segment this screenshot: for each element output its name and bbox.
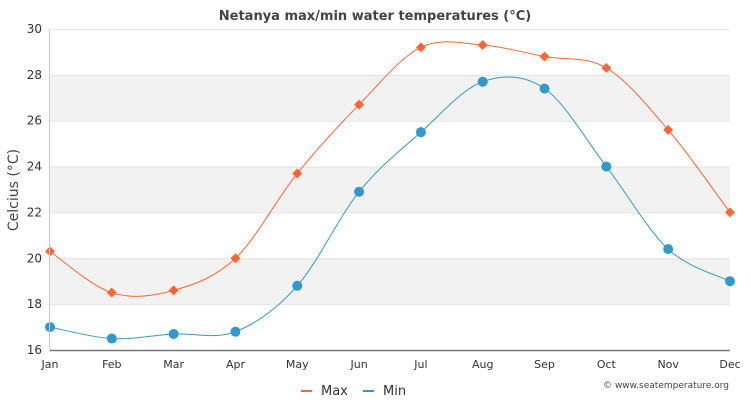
y-tick-label: 16	[27, 343, 42, 357]
legend-min-label: Min	[383, 384, 406, 399]
series-markers	[45, 40, 735, 344]
x-tick-label: Oct	[597, 358, 617, 371]
data-point-min	[477, 76, 488, 87]
data-point-max	[292, 168, 303, 179]
x-tick-label: Apr	[226, 358, 246, 371]
data-point-min	[354, 186, 365, 197]
x-tick-label: Feb	[102, 358, 121, 371]
data-point-max	[601, 62, 612, 73]
legend-item-max[interactable]: Max	[301, 384, 348, 399]
plot-band	[50, 258, 730, 305]
gridlines	[50, 29, 730, 351]
data-point-min	[725, 276, 735, 287]
data-point-min	[230, 326, 241, 337]
x-tick-label: Nov	[657, 358, 679, 371]
data-point-max	[106, 287, 117, 298]
y-tick-label: 22	[27, 205, 42, 219]
data-point-min	[106, 333, 117, 344]
y-tick-label: 18	[27, 297, 42, 311]
x-tick-label: Jan	[41, 358, 59, 371]
chart-title: Netanya max/min water temperatures (°C)	[219, 9, 531, 24]
data-point-min	[539, 83, 550, 94]
y-tick-label: 28	[27, 68, 42, 82]
y-tick-label: 26	[27, 114, 42, 128]
x-tick-label: Sep	[534, 358, 555, 371]
data-point-min	[415, 127, 426, 138]
x-tick-label: Aug	[472, 358, 493, 371]
data-point-max	[415, 42, 426, 53]
plot-band	[50, 166, 730, 213]
y-tick-label: 30	[27, 22, 42, 36]
data-point-max	[168, 285, 179, 296]
plot-bands	[50, 74, 730, 305]
plot-band	[50, 74, 730, 121]
data-point-max	[539, 51, 550, 62]
y-axis-label: Celcius (°C)	[6, 149, 22, 231]
x-tick-label: May	[286, 358, 309, 371]
y-tick-label: 24	[27, 160, 42, 174]
data-point-max	[230, 253, 241, 264]
y-tick-labels: 16 18 20 22 24 26 28 30	[27, 22, 42, 357]
data-point-min	[663, 244, 674, 255]
x-tick-label: Jul	[413, 358, 427, 371]
data-point-max	[477, 40, 488, 51]
credit-text[interactable]: © www.seatemperature.org	[603, 381, 729, 391]
data-point-min	[168, 328, 179, 339]
data-point-max	[354, 99, 365, 110]
x-tick-label: Jun	[349, 358, 367, 371]
legend-item-min[interactable]: Min	[363, 384, 406, 399]
legend-max-label: Max	[321, 384, 348, 399]
x-tick-labels: Jan Feb Mar Apr May Jun Jul Aug Sep Oct Nov Dec	[41, 358, 741, 371]
legend: Max Min	[301, 384, 406, 399]
y-tick-label: 20	[27, 251, 42, 265]
data-point-min	[292, 280, 303, 291]
x-tick-label: Mar	[163, 358, 184, 371]
data-point-max	[663, 124, 674, 135]
x-tick-label: Dec	[719, 358, 740, 371]
data-point-max	[725, 207, 735, 218]
data-point-min	[601, 161, 612, 172]
